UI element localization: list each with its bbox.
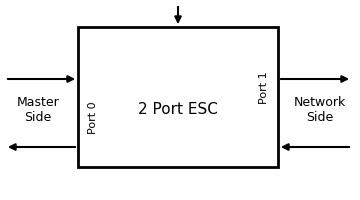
Text: Port 0: Port 0 — [88, 101, 98, 134]
Text: Network
Side: Network Side — [294, 96, 346, 123]
Text: Master
Side: Master Side — [17, 96, 59, 123]
Bar — [78, 28, 278, 167]
Text: Port 1: Port 1 — [259, 71, 269, 104]
Text: 2 Port ESC: 2 Port ESC — [138, 102, 218, 117]
